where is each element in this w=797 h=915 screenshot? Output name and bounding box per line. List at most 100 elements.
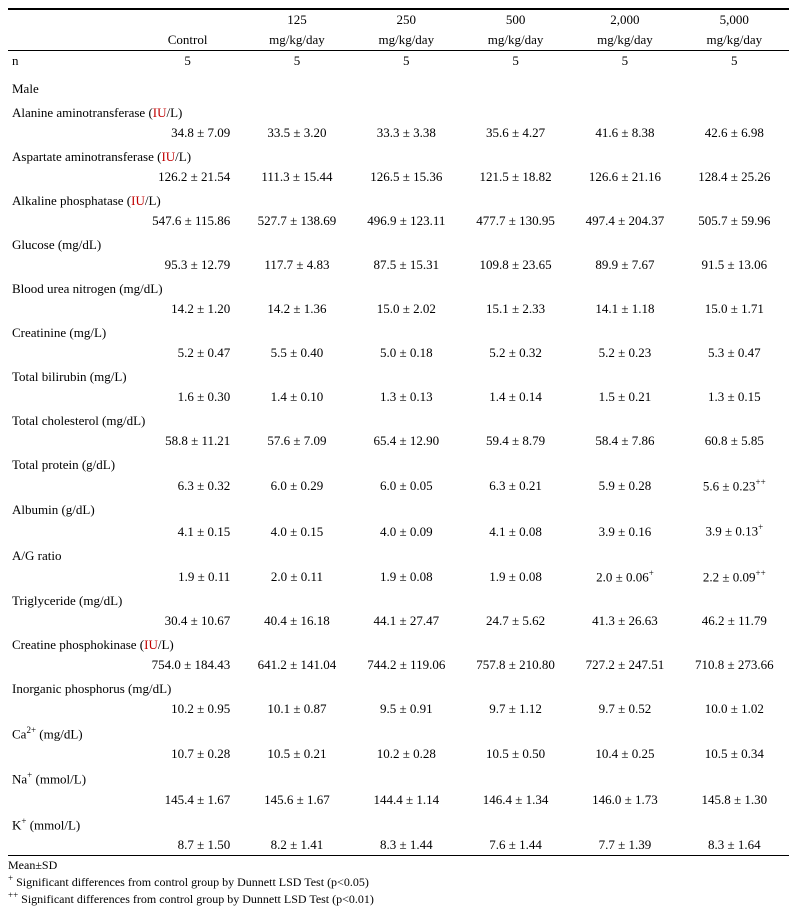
- val-15-3: 146.4 ± 1.34: [461, 790, 570, 810]
- param-row-8: Total protein (g/dL): [8, 451, 789, 475]
- col-head-top-4: 2,000: [570, 9, 679, 30]
- param-label-post: /L): [158, 637, 174, 652]
- sig-mark: ++: [756, 568, 766, 578]
- val-8-1: 6.0 ± 0.29: [242, 475, 351, 496]
- val-13-5: 10.0 ± 1.02: [680, 699, 789, 719]
- val-text: 10.2 ± 0.28: [377, 746, 436, 761]
- values-row-15: 145.4 ± 1.67145.6 ± 1.67144.4 ± 1.14146.…: [8, 790, 789, 810]
- param-label-13: Inorganic phosphorus (mg/dL): [8, 675, 789, 699]
- val-8-4: 5.9 ± 0.28: [570, 475, 679, 496]
- param-label-11: Triglyceride (mg/dL): [8, 587, 789, 611]
- val-text: 7.6 ± 1.44: [489, 837, 542, 852]
- val-0-0: 34.8 ± 7.09: [133, 123, 242, 143]
- param-row-13: Inorganic phosphorus (mg/dL): [8, 675, 789, 699]
- param-row-4: Blood urea nitrogen (mg/dL): [8, 275, 789, 299]
- sig-mark: +: [649, 568, 654, 578]
- values-pad-11: [8, 611, 133, 631]
- val-7-3: 59.4 ± 8.79: [461, 431, 570, 451]
- val-text: 91.5 ± 13.06: [701, 257, 767, 272]
- val-4-1: 14.2 ± 1.36: [242, 299, 351, 319]
- val-text: 10.5 ± 0.50: [486, 746, 545, 761]
- values-row-5: 5.2 ± 0.475.5 ± 0.405.0 ± 0.185.2 ± 0.32…: [8, 343, 789, 363]
- param-label-red: IU: [144, 637, 158, 652]
- val-15-4: 146.0 ± 1.73: [570, 790, 679, 810]
- val-4-5: 15.0 ± 1.71: [680, 299, 789, 319]
- param-label-0: Alanine aminotransferase (IU/L): [8, 99, 789, 123]
- val-14-5: 10.5 ± 0.34: [680, 744, 789, 764]
- val-text: 10.2 ± 0.95: [171, 701, 230, 716]
- param-label-1: Aspartate aminotransferase (IU/L): [8, 143, 789, 167]
- header-row-2: Control mg/kg/day mg/kg/day mg/kg/day mg…: [8, 30, 789, 51]
- val-2-5: 505.7 ± 59.96: [680, 211, 789, 231]
- val-text: 757.8 ± 210.80: [476, 657, 555, 672]
- param-label-10: A/G ratio: [8, 542, 789, 566]
- col-head-bot-4: mg/kg/day: [570, 30, 679, 51]
- val-text: 5.3 ± 0.47: [708, 345, 761, 360]
- param-label-7: Total cholesterol (mg/dL): [8, 407, 789, 431]
- val-text: 744.2 ± 119.06: [367, 657, 445, 672]
- values-row-6: 1.6 ± 0.301.4 ± 0.101.3 ± 0.131.4 ± 0.14…: [8, 387, 789, 407]
- footnote-2: ++ Significant differences from control …: [8, 890, 789, 907]
- val-15-1: 145.6 ± 1.67: [242, 790, 351, 810]
- param-label-pre: Aspartate aminotransferase (: [12, 149, 161, 164]
- val-10-3: 1.9 ± 0.08: [461, 566, 570, 587]
- val-text: 7.7 ± 1.39: [599, 837, 652, 852]
- val-1-1: 111.3 ± 15.44: [242, 167, 351, 187]
- val-text: 9.5 ± 0.91: [380, 701, 433, 716]
- val-text: 2.0 ± 0.06: [596, 569, 649, 584]
- values-pad-13: [8, 699, 133, 719]
- val-10-2: 1.9 ± 0.08: [352, 566, 461, 587]
- val-4-0: 14.2 ± 1.20: [133, 299, 242, 319]
- param-label-post: (mmol/L): [32, 772, 86, 787]
- header-blank-2: [8, 30, 133, 51]
- val-text: 95.3 ± 12.79: [165, 257, 231, 272]
- val-text: 126.6 ± 21.16: [589, 169, 661, 184]
- section-label: Male: [8, 71, 789, 99]
- val-0-2: 33.3 ± 3.38: [352, 123, 461, 143]
- val-text: 35.6 ± 4.27: [486, 125, 545, 140]
- val-13-4: 9.7 ± 0.52: [570, 699, 679, 719]
- val-text: 126.5 ± 15.36: [370, 169, 442, 184]
- val-text: 10.5 ± 0.34: [705, 746, 764, 761]
- val-text: 710.8 ± 273.66: [695, 657, 774, 672]
- val-text: 10.5 ± 0.21: [267, 746, 326, 761]
- val-11-0: 30.4 ± 10.67: [133, 611, 242, 631]
- sig-mark: +: [758, 522, 763, 532]
- val-text: 4.0 ± 0.09: [380, 524, 433, 539]
- val-text: 1.9 ± 0.08: [489, 569, 542, 584]
- param-label-16: K+ (mmol/L): [8, 810, 789, 835]
- col-head-top-2: 250: [352, 9, 461, 30]
- val-text: 3.9 ± 0.16: [599, 524, 652, 539]
- param-label-red: IU: [131, 193, 145, 208]
- col-head-top-3: 500: [461, 9, 570, 30]
- sig-mark: ++: [756, 477, 766, 487]
- n-val-2: 5: [352, 51, 461, 72]
- val-text: 126.2 ± 21.54: [158, 169, 230, 184]
- val-text: 4.1 ± 0.08: [489, 524, 542, 539]
- val-13-1: 10.1 ± 0.87: [242, 699, 351, 719]
- param-label-sup: 2+: [26, 725, 36, 735]
- values-pad-1: [8, 167, 133, 187]
- val-text: 5.2 ± 0.23: [599, 345, 652, 360]
- val-text: 8.2 ± 1.41: [271, 837, 324, 852]
- val-text: 4.0 ± 0.15: [271, 524, 324, 539]
- val-1-4: 126.6 ± 21.16: [570, 167, 679, 187]
- val-text: 1.9 ± 0.11: [178, 569, 230, 584]
- param-row-9: Albumin (g/dL): [8, 496, 789, 520]
- val-text: 145.8 ± 1.30: [701, 792, 767, 807]
- val-text: 33.3 ± 3.38: [377, 125, 436, 140]
- values-pad-6: [8, 387, 133, 407]
- n-row: n555555: [8, 51, 789, 72]
- param-row-1: Aspartate aminotransferase (IU/L): [8, 143, 789, 167]
- val-text: 8.3 ± 1.64: [708, 837, 761, 852]
- val-6-3: 1.4 ± 0.14: [461, 387, 570, 407]
- param-label-post: /L): [167, 105, 183, 120]
- val-13-2: 9.5 ± 0.91: [352, 699, 461, 719]
- val-1-3: 121.5 ± 18.82: [461, 167, 570, 187]
- val-text: 146.4 ± 1.34: [483, 792, 549, 807]
- val-text: 5.0 ± 0.18: [380, 345, 433, 360]
- param-label-8: Total protein (g/dL): [8, 451, 789, 475]
- val-text: 4.1 ± 0.15: [178, 524, 231, 539]
- val-text: 1.4 ± 0.10: [271, 389, 324, 404]
- val-5-4: 5.2 ± 0.23: [570, 343, 679, 363]
